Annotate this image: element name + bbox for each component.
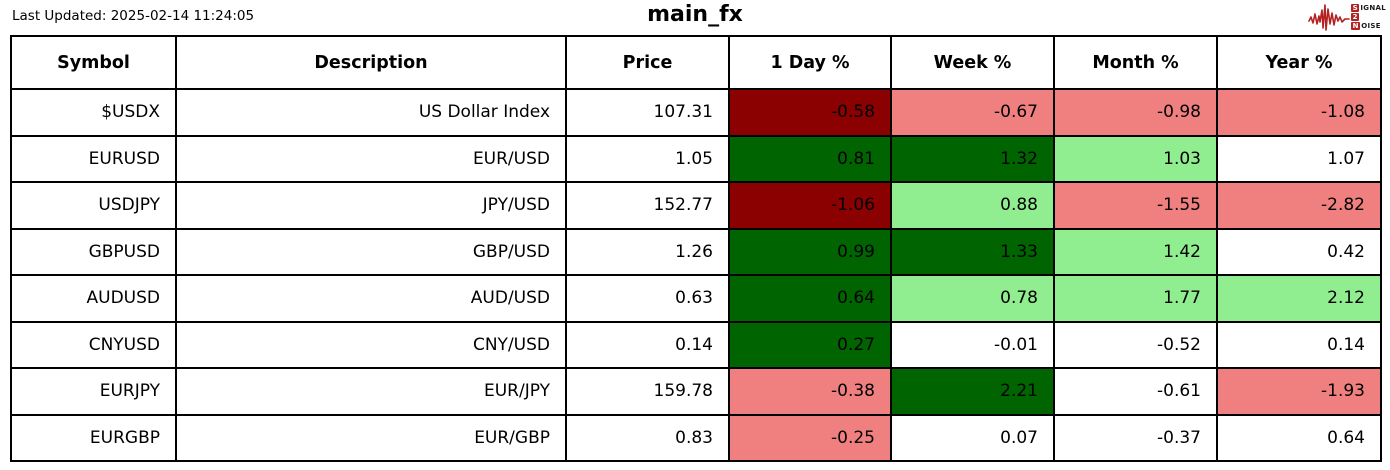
logo-line-noise: N OISE xyxy=(1351,22,1386,30)
day-change-cell: 0.27 xyxy=(728,320,892,369)
table-row-usdx: $USDX US Dollar Index 107.31 -0.58 -0.67… xyxy=(10,88,1382,137)
symbol-cell: EURGBP xyxy=(10,413,177,462)
day-change-cell: -0.38 xyxy=(728,367,892,416)
year-change-cell: 0.42 xyxy=(1216,227,1382,276)
logo-letter-n: N xyxy=(1351,22,1361,30)
year-change-cell: 0.14 xyxy=(1216,320,1382,369)
year-change-cell: -2.82 xyxy=(1216,181,1382,230)
day-change-cell: 0.81 xyxy=(728,134,892,183)
year-change-cell: -1.93 xyxy=(1216,367,1382,416)
week-change-cell: 1.32 xyxy=(890,134,1055,183)
price-cell: 1.05 xyxy=(565,134,730,183)
column-header-price: Price xyxy=(565,35,730,90)
month-change-cell: 1.42 xyxy=(1053,227,1218,276)
table-row-audusd: AUDUSD AUD/USD 0.63 0.64 0.78 1.77 2.12 xyxy=(10,274,1382,323)
week-change-cell: 0.88 xyxy=(890,181,1055,230)
table-row-eurjpy: EURJPY EUR/JPY 159.78 -0.38 2.21 -0.61 -… xyxy=(10,367,1382,416)
year-change-cell: -1.08 xyxy=(1216,88,1382,137)
description-cell: EUR/JPY xyxy=(175,367,567,416)
column-header-month: Month % xyxy=(1053,35,1218,90)
price-cell: 0.14 xyxy=(565,320,730,369)
description-cell: EUR/GBP xyxy=(175,413,567,462)
description-cell: US Dollar Index xyxy=(175,88,567,137)
logo-word-noise-rest: OISE xyxy=(1361,22,1381,30)
description-cell: EUR/USD xyxy=(175,134,567,183)
description-cell: JPY/USD xyxy=(175,181,567,230)
waveform-icon xyxy=(1308,4,1350,31)
symbol-cell: CNYUSD xyxy=(10,320,177,369)
column-header-year: Year % xyxy=(1216,35,1382,90)
top-bar: Last Updated: 2025-02-14 11:24:05 main_f… xyxy=(0,0,1390,35)
week-change-cell: -0.01 xyxy=(890,320,1055,369)
column-header-description: Description xyxy=(175,35,567,90)
fx-table-body: $USDX US Dollar Index 107.31 -0.58 -0.67… xyxy=(10,88,1382,462)
year-change-cell: 2.12 xyxy=(1216,274,1382,323)
month-change-cell: -1.55 xyxy=(1053,181,1218,230)
header-row: Symbol Description Price 1 Day % Week % … xyxy=(10,35,1382,90)
week-change-cell: 1.33 xyxy=(890,227,1055,276)
symbol-cell: USDJPY xyxy=(10,181,177,230)
table-row-gbpusd: GBPUSD GBP/USD 1.26 0.99 1.33 1.42 0.42 xyxy=(10,227,1382,276)
month-change-cell: -0.37 xyxy=(1053,413,1218,462)
column-header-week: Week % xyxy=(890,35,1055,90)
month-change-cell: -0.61 xyxy=(1053,367,1218,416)
table-row-eurusd: EURUSD EUR/USD 1.05 0.81 1.32 1.03 1.07 xyxy=(10,134,1382,183)
year-change-cell: 0.64 xyxy=(1216,413,1382,462)
month-change-cell: -0.98 xyxy=(1053,88,1218,137)
price-cell: 107.31 xyxy=(565,88,730,137)
column-header-1day: 1 Day % xyxy=(728,35,892,90)
page-title: main_fx xyxy=(647,2,743,27)
price-cell: 0.63 xyxy=(565,274,730,323)
day-change-cell: 0.99 xyxy=(728,227,892,276)
month-change-cell: -0.52 xyxy=(1053,320,1218,369)
month-change-cell: 1.77 xyxy=(1053,274,1218,323)
week-change-cell: 0.78 xyxy=(890,274,1055,323)
fx-table-header: Symbol Description Price 1 Day % Week % … xyxy=(10,35,1382,90)
symbol-cell: AUDUSD xyxy=(10,274,177,323)
signal2noise-logo: S IGNAL 2 N OISE xyxy=(1308,2,1386,32)
description-cell: GBP/USD xyxy=(175,227,567,276)
year-change-cell: 1.07 xyxy=(1216,134,1382,183)
logo-line-signal: S IGNAL xyxy=(1351,4,1386,12)
fx-table: Symbol Description Price 1 Day % Week % … xyxy=(10,35,1382,462)
logo-digit-2: 2 xyxy=(1351,13,1360,21)
table-row-cnyusd: CNYUSD CNY/USD 0.14 0.27 -0.01 -0.52 0.1… xyxy=(10,320,1382,369)
week-change-cell: -0.67 xyxy=(890,88,1055,137)
day-change-cell: -1.06 xyxy=(728,181,892,230)
logo-word-signal-rest: IGNAL xyxy=(1360,4,1386,12)
description-cell: CNY/USD xyxy=(175,320,567,369)
description-cell: AUD/USD xyxy=(175,274,567,323)
logo-letter-s: S xyxy=(1351,4,1360,12)
table-row-usdjpy: USDJPY JPY/USD 152.77 -1.06 0.88 -1.55 -… xyxy=(10,181,1382,230)
logo-text: S IGNAL 2 N OISE xyxy=(1351,4,1386,30)
price-cell: 0.83 xyxy=(565,413,730,462)
price-cell: 159.78 xyxy=(565,367,730,416)
price-cell: 152.77 xyxy=(565,181,730,230)
day-change-cell: 0.64 xyxy=(728,274,892,323)
column-header-symbol: Symbol xyxy=(10,35,177,90)
logo-line-2: 2 xyxy=(1351,13,1386,21)
table-row-eurgbp: EURGBP EUR/GBP 0.83 -0.25 0.07 -0.37 0.6… xyxy=(10,413,1382,462)
symbol-cell: $USDX xyxy=(10,88,177,137)
day-change-cell: -0.25 xyxy=(728,413,892,462)
week-change-cell: 2.21 xyxy=(890,367,1055,416)
last-updated-text: Last Updated: 2025-02-14 11:24:05 xyxy=(12,8,255,24)
symbol-cell: EURUSD xyxy=(10,134,177,183)
symbol-cell: EURJPY xyxy=(10,367,177,416)
day-change-cell: -0.58 xyxy=(728,88,892,137)
week-change-cell: 0.07 xyxy=(890,413,1055,462)
month-change-cell: 1.03 xyxy=(1053,134,1218,183)
price-cell: 1.26 xyxy=(565,227,730,276)
symbol-cell: GBPUSD xyxy=(10,227,177,276)
